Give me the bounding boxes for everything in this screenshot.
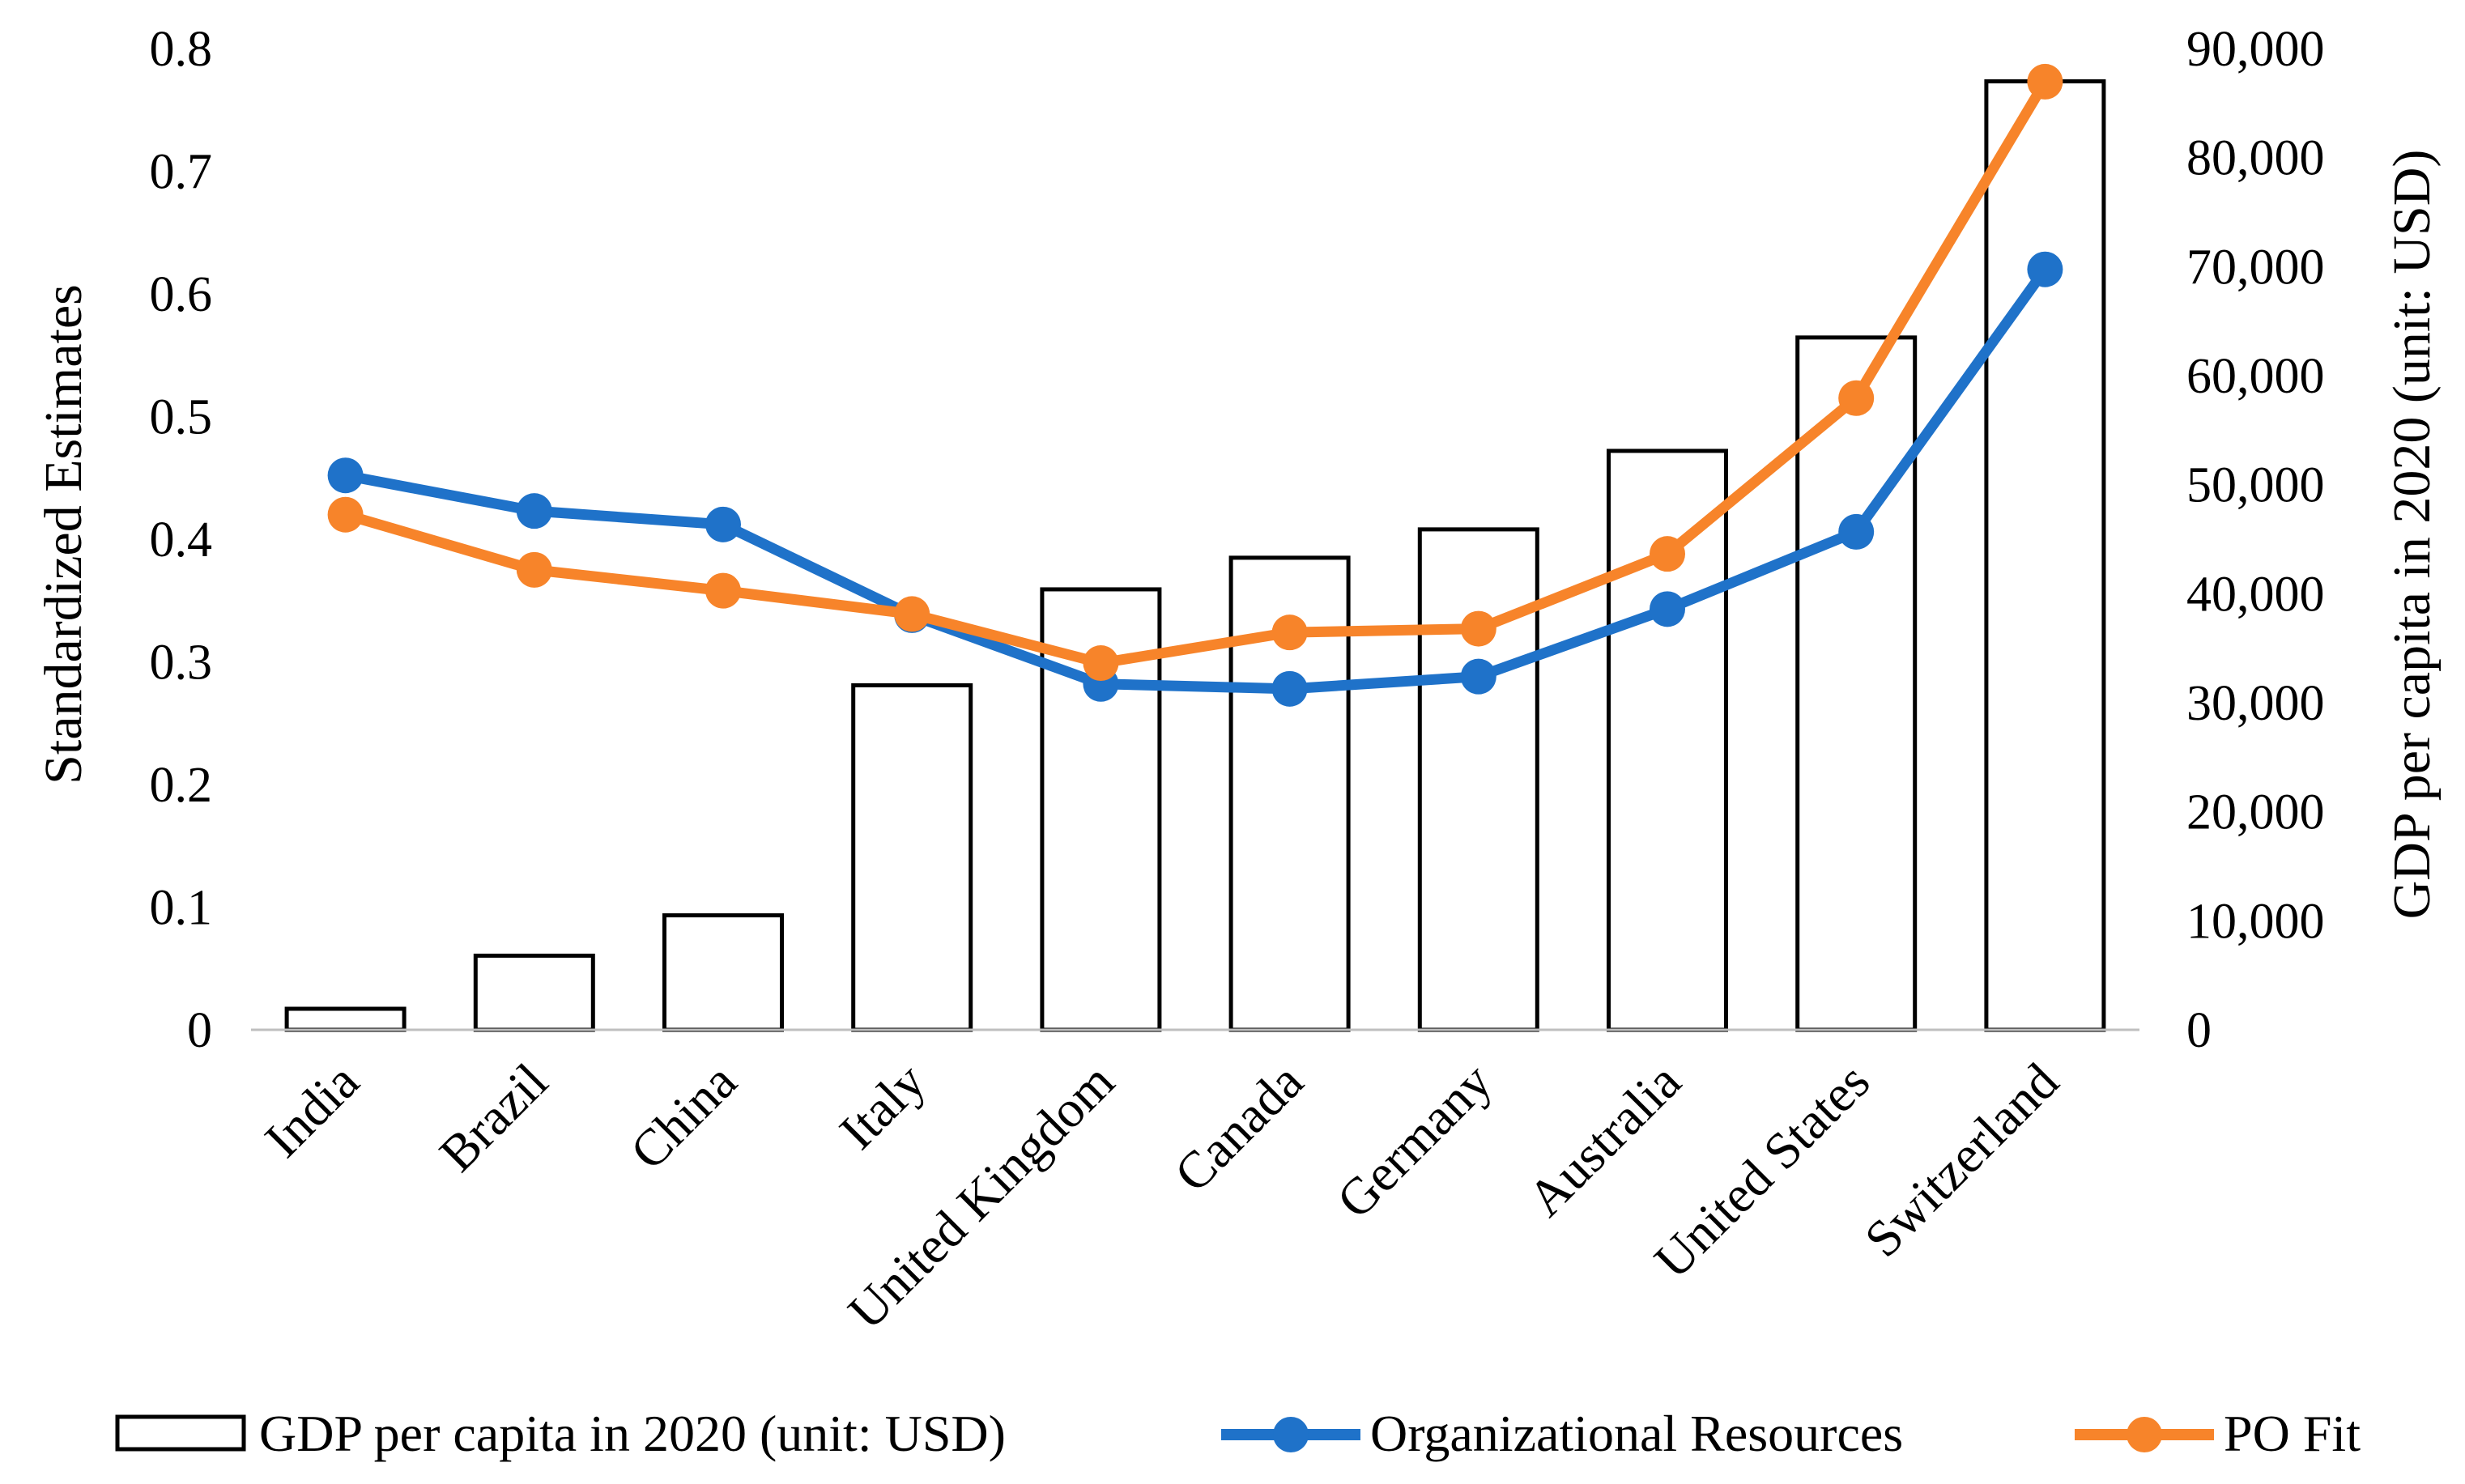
left-axis-title: Standardized Estimates xyxy=(34,284,93,785)
point-po-fit-india xyxy=(327,496,364,533)
right-tick-label: 60,000 xyxy=(2186,349,2325,404)
gdp-bar-switzerland xyxy=(1984,79,2106,1032)
point-po-fit-united-kingdom xyxy=(1083,645,1119,682)
point-po-fit-united-states xyxy=(1838,380,1875,416)
left-tick-label: 0 xyxy=(187,1003,212,1058)
point-organizational-resources-brazil xyxy=(516,493,552,529)
lines-layer xyxy=(327,63,2063,707)
point-po-fit-china xyxy=(705,572,741,609)
category-label-brazil: Brazil xyxy=(428,1052,559,1183)
legend-gdp-swatch xyxy=(115,1414,246,1452)
category-label-switzerland: Switzerland xyxy=(1854,1052,2069,1268)
right-tick-label: 50,000 xyxy=(2186,458,2325,513)
series-line-po-fit xyxy=(340,76,2050,669)
category-label-china: China xyxy=(619,1052,747,1180)
point-organizational-resources-united-states xyxy=(1838,513,1875,550)
point-po-fit-italy xyxy=(894,596,930,632)
right-tick-label: 70,000 xyxy=(2186,240,2325,295)
legend: GDP per capita in 2020 (unit: USD) Organ… xyxy=(115,1405,2361,1462)
left-tick-label: 0.1 xyxy=(150,881,213,936)
left-axis-ticks: 0 0.1 0.2 0.3 0.4 0.5 0.6 0.7 0.8 xyxy=(150,22,213,1058)
gdp-bar-brazil xyxy=(473,953,595,1032)
category-label-canada: Canada xyxy=(1164,1052,1314,1203)
point-organizational-resources-australia xyxy=(1650,591,1685,627)
point-po-fit-germany xyxy=(1460,610,1496,647)
left-tick-label: 0.3 xyxy=(150,636,213,691)
legend-or-marker xyxy=(1273,1417,1309,1452)
left-tick-label: 0.8 xyxy=(150,22,213,77)
legend-item-gdp: GDP per capita in 2020 (unit: USD) xyxy=(115,1405,1006,1462)
point-organizational-resources-china xyxy=(705,506,741,542)
legend-gdp-label: GDP per capita in 2020 (unit: USD) xyxy=(259,1405,1006,1462)
right-tick-label: 0 xyxy=(2186,1003,2212,1058)
point-po-fit-brazil xyxy=(516,551,552,588)
gdp-bar-italy xyxy=(851,682,973,1032)
category-label-italy: Italy xyxy=(828,1052,936,1160)
left-tick-label: 0.2 xyxy=(150,758,213,813)
left-tick-label: 0.6 xyxy=(150,267,213,322)
point-po-fit-switzerland xyxy=(2027,63,2063,100)
legend-po-marker xyxy=(2127,1417,2162,1452)
legend-po-label: PO Fit xyxy=(2224,1405,2361,1462)
point-organizational-resources-switzerland xyxy=(2027,251,2063,287)
right-tick-label: 20,000 xyxy=(2186,785,2325,840)
category-label-australia: Australia xyxy=(1517,1052,1692,1227)
gdp-bar-united-states xyxy=(1795,335,1918,1032)
gdp-bar-china xyxy=(662,913,784,1032)
legend-or-label: Organizational Resources xyxy=(1370,1405,1903,1462)
right-tick-label: 10,000 xyxy=(2186,894,2325,949)
legend-item-organizational-resources: Organizational Resources xyxy=(1221,1405,1903,1462)
right-axis-title: GDP per capita in 2020 (unit: USD) xyxy=(2382,150,2442,920)
right-tick-label: 30,000 xyxy=(2186,676,2325,731)
category-label-germany: Germany xyxy=(1326,1052,1503,1230)
left-tick-label: 0.5 xyxy=(150,390,213,445)
right-tick-label: 80,000 xyxy=(2186,131,2325,186)
point-po-fit-australia xyxy=(1650,536,1685,572)
category-label-india: India xyxy=(253,1052,369,1168)
gdp-bar-germany xyxy=(1417,527,1539,1032)
left-tick-label: 0.4 xyxy=(150,512,213,568)
series-line-organizational-resources xyxy=(340,264,2050,695)
point-organizational-resources-india xyxy=(327,457,364,494)
gdp-bar-india xyxy=(284,1006,407,1032)
point-organizational-resources-canada xyxy=(1271,670,1308,707)
bars-layer xyxy=(284,79,2106,1032)
right-tick-label: 90,000 xyxy=(2186,22,2325,77)
left-tick-label: 0.7 xyxy=(150,145,213,200)
right-axis-ticks: 0 10,000 20,000 30,000 40,000 50,000 60,000 70,… xyxy=(2186,22,2325,1058)
point-organizational-resources-germany xyxy=(1460,658,1496,695)
point-po-fit-canada xyxy=(1271,614,1308,651)
right-tick-label: 40,000 xyxy=(2186,567,2325,622)
legend-item-po-fit: PO Fit xyxy=(2075,1405,2361,1462)
